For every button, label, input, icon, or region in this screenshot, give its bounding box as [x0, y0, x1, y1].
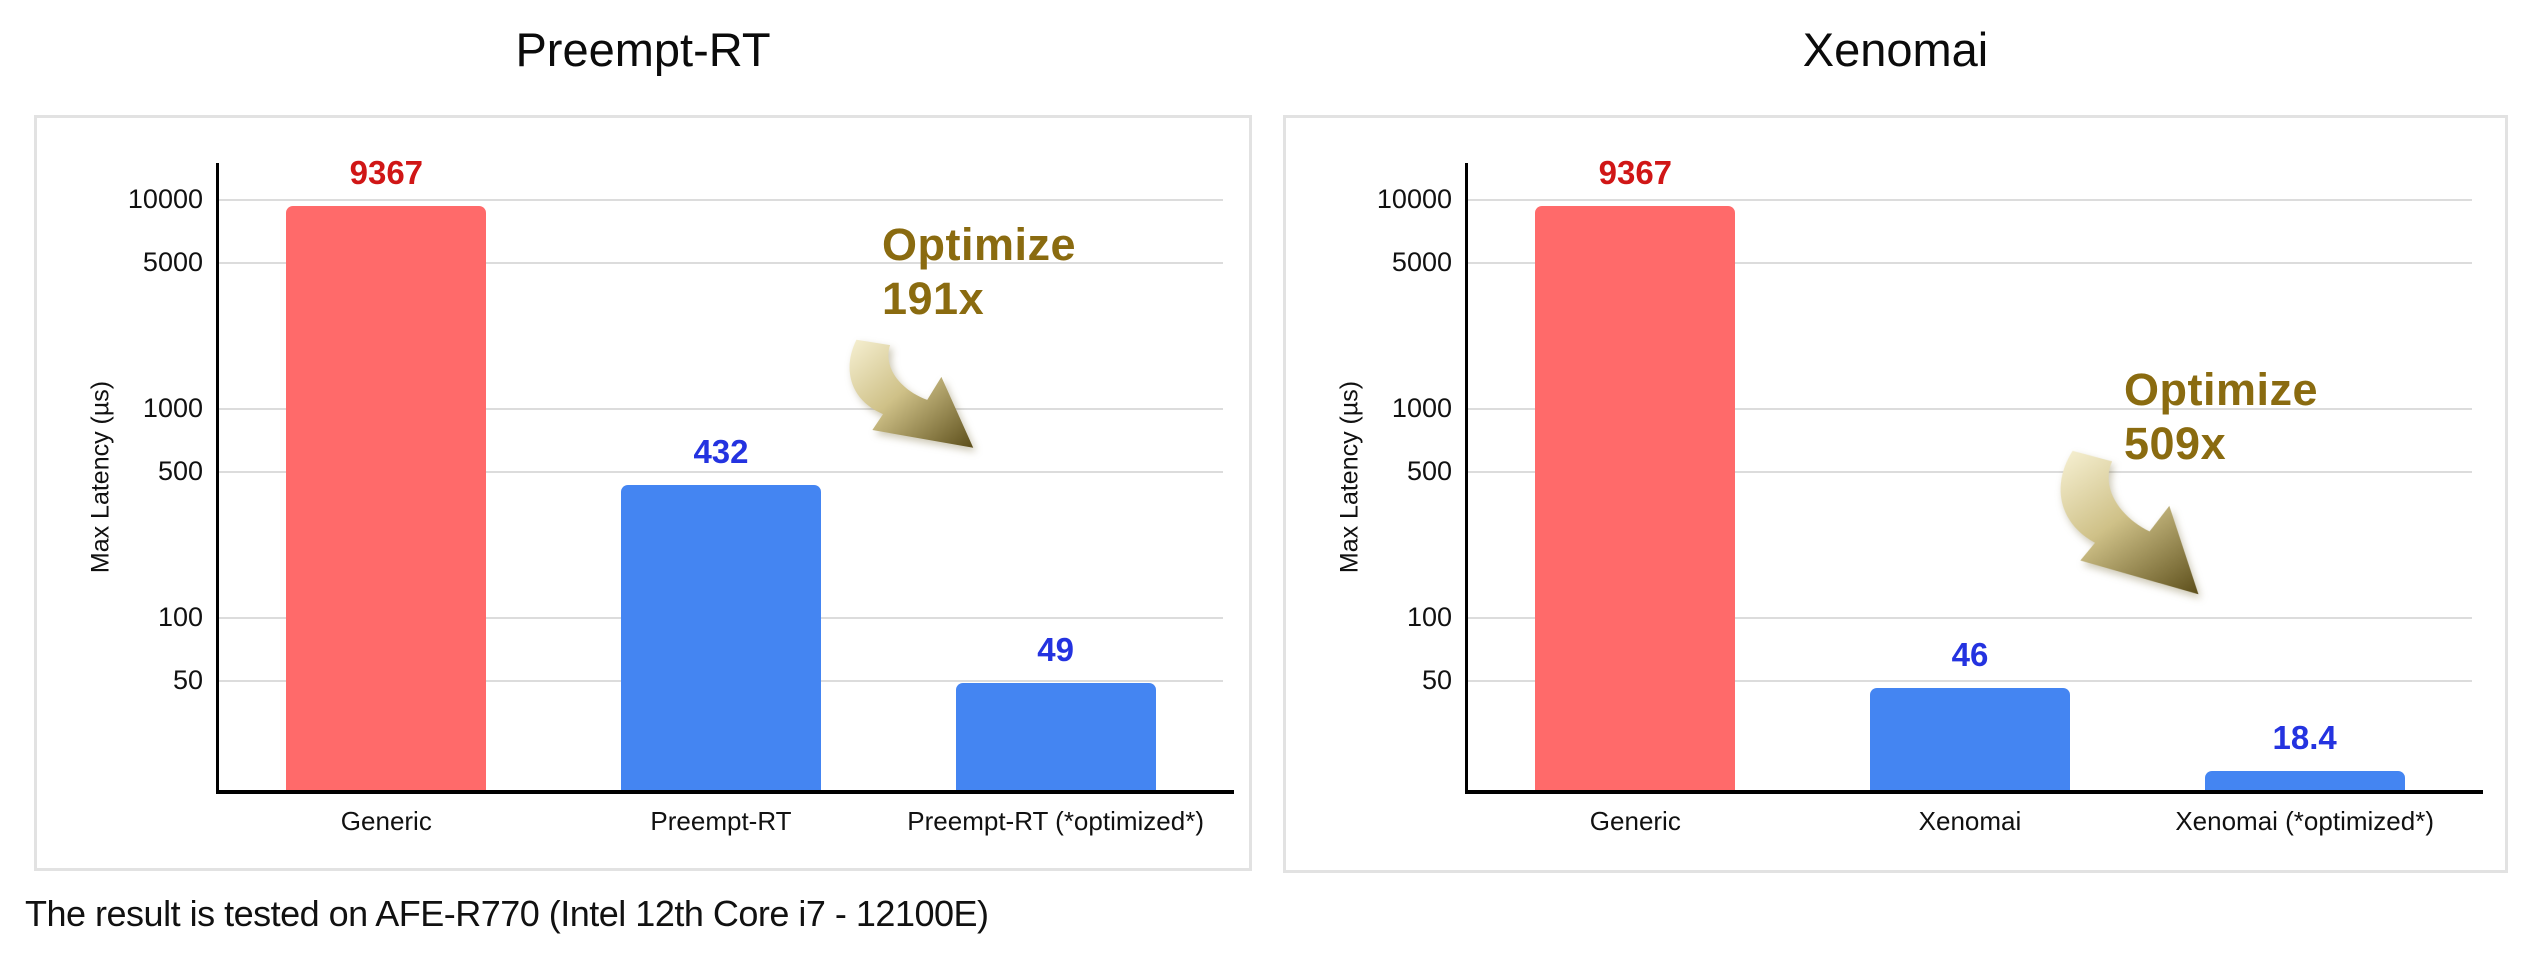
bar-value-label: 9367 — [349, 153, 424, 191]
y-tick-label: 5000 — [142, 246, 203, 277]
chart-panel-xenomai: Max Latency (µs) 10000 5000 1000 500 100 50 936… — [1283, 115, 2508, 873]
gridline-5000 — [219, 261, 1223, 264]
y-tick-label: 5000 — [1391, 246, 1452, 277]
bar-value-label: 46 — [1951, 636, 1989, 674]
optimize-annotation-line: 509x — [2124, 418, 2227, 469]
x-category-label: Xenomai (*optimized*) — [2175, 806, 2434, 836]
bar-value-label: 18.4 — [2272, 719, 2337, 757]
y-axis-line — [216, 163, 219, 792]
y-tick-label: 100 — [157, 601, 203, 632]
gridline-500 — [1468, 470, 2472, 473]
optimize-annotation: Optimize 191x — [882, 218, 1076, 326]
y-tick-label: 500 — [157, 455, 203, 486]
gridline-1000 — [1468, 407, 2472, 410]
bar-generic — [286, 205, 487, 790]
gridline-100 — [1468, 616, 2472, 619]
optimize-annotation-line: 191x — [882, 273, 985, 324]
chart-panel-preempt-rt: Max Latency (µs) 10000 5000 1000 500 100 50 936… — [34, 115, 1252, 871]
y-tick-label: 1000 — [1391, 392, 1452, 423]
bar-xenomai — [1870, 688, 2070, 790]
x-axis-line — [216, 790, 1234, 794]
x-category-label: Preempt-RT — [650, 806, 792, 836]
bar-value-label: 432 — [693, 432, 749, 470]
gridline-10000 — [219, 198, 1223, 201]
y-tick-label: 10000 — [127, 183, 203, 214]
y-tick-label: 50 — [172, 664, 203, 695]
chart-title-preempt-rt: Preempt-RT — [515, 23, 771, 76]
gridline-500 — [219, 470, 1223, 473]
y-tick-label: 1000 — [142, 392, 203, 423]
bar-xenomai-optimized — [2204, 771, 2405, 790]
bar-preempt-rt-optimized — [955, 682, 1156, 790]
y-tick-label: 100 — [1406, 601, 1452, 632]
bar-generic — [1535, 205, 1736, 790]
curved-arrow-icon-panel0 — [849, 339, 974, 448]
y-tick-label: 500 — [1406, 455, 1452, 486]
result-caption: The result is tested on AFE-R770 (Intel … — [25, 893, 989, 934]
x-category-label: Generic — [340, 806, 432, 836]
x-category-label: Generic — [1589, 806, 1681, 836]
gridline-5000 — [1468, 261, 2472, 264]
y-tick-label: 50 — [1421, 664, 1452, 695]
optimize-annotation-line: Optimize — [882, 219, 1077, 270]
chart-block-xenomai: Xenomai Max Latency (µs) 10000 5000 1000 500… — [1283, 14, 2508, 873]
y-axis-line — [1465, 163, 1468, 792]
y-tick-label: 10000 — [1376, 183, 1452, 214]
gridline-1000 — [219, 407, 1223, 410]
chart-title-xenomai: Xenomai — [1802, 23, 1989, 76]
optimize-annotation-line: Optimize — [2124, 364, 2319, 415]
optimize-annotation: Optimize 509x — [2124, 363, 2318, 471]
bar-value-label: 9367 — [1598, 153, 1673, 191]
x-category-label: Preempt-RT (*optimized*) — [907, 806, 1204, 836]
x-category-label: Xenomai — [1918, 806, 2022, 836]
curved-arrow-icon-panel1 — [2060, 450, 2199, 595]
gridline-50 — [1468, 679, 2472, 682]
x-axis-line — [1465, 790, 2483, 794]
bar-value-label: 49 — [1037, 630, 1075, 668]
bar-preempt-rt — [621, 484, 821, 790]
chart-block-preempt-rt: Preempt-RT Max Latency (µs) 10000 5000 1000… — [34, 14, 1252, 871]
gridline-10000 — [1468, 198, 2472, 201]
